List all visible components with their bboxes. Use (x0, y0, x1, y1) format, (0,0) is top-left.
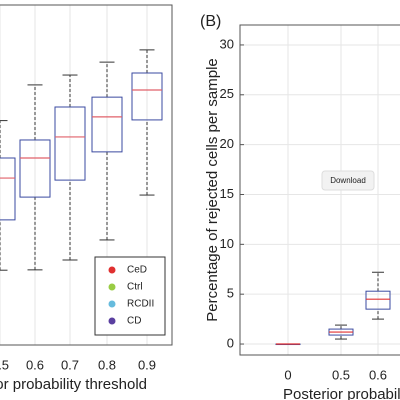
legend-marker (108, 266, 116, 274)
legend-label: CD (127, 316, 141, 327)
legend-label: RCDII (127, 299, 154, 310)
x-tick-label: 0.6 (369, 367, 387, 382)
download-button[interactable]: Download (321, 170, 375, 191)
legend-marker (108, 283, 116, 291)
plot-frame (239, 24, 400, 356)
box (365, 290, 391, 310)
y-tick-label: 5 (227, 286, 234, 301)
x-tick-label: 0.9 (138, 357, 156, 372)
x-axis-label: Posterior probability threshold (283, 386, 400, 400)
y-tick-label: 15 (220, 186, 234, 201)
legend-box (94, 256, 166, 336)
x-tick-label: 0.7 (61, 357, 79, 372)
y-tick-label: 30 (220, 36, 234, 51)
box (54, 106, 86, 181)
box (131, 72, 163, 121)
legend-marker (108, 317, 116, 325)
download-button-bg (321, 170, 375, 191)
y-tick-label: 20 (220, 136, 234, 151)
panel-b: 0 5 10 15 20 25 30 0 0.5 0.6 Posterior probability… (200, 13, 400, 400)
box (91, 96, 123, 153)
download-button-label: Download (330, 176, 366, 185)
panel-label: (B) (200, 13, 221, 30)
box (19, 139, 51, 198)
legend-marker (108, 300, 116, 308)
plot-frame (0, 4, 173, 346)
panel-a: 0.5 0.6 0.7 0.8 0.9 Posterior probability thr… (0, 4, 173, 393)
x-axis-label: Posterior probability threshold (0, 376, 147, 393)
legend-label: CeD (127, 265, 147, 276)
x-tick-label: 0.6 (26, 357, 44, 372)
x-tick-label: 0.8 (98, 357, 116, 372)
x-tick-label: 0 (284, 367, 291, 382)
y-tick-label: 10 (220, 236, 234, 251)
x-tick-label: 0.5 (0, 357, 9, 372)
y-axis-label: Percentage of rejected cells per sample (204, 58, 221, 321)
y-tick-label: 25 (220, 86, 234, 101)
legend-label: Ctrl (127, 282, 143, 293)
y-tick-label: 0 (227, 335, 234, 350)
x-tick-label: 0.5 (332, 367, 350, 382)
box (0, 157, 16, 221)
